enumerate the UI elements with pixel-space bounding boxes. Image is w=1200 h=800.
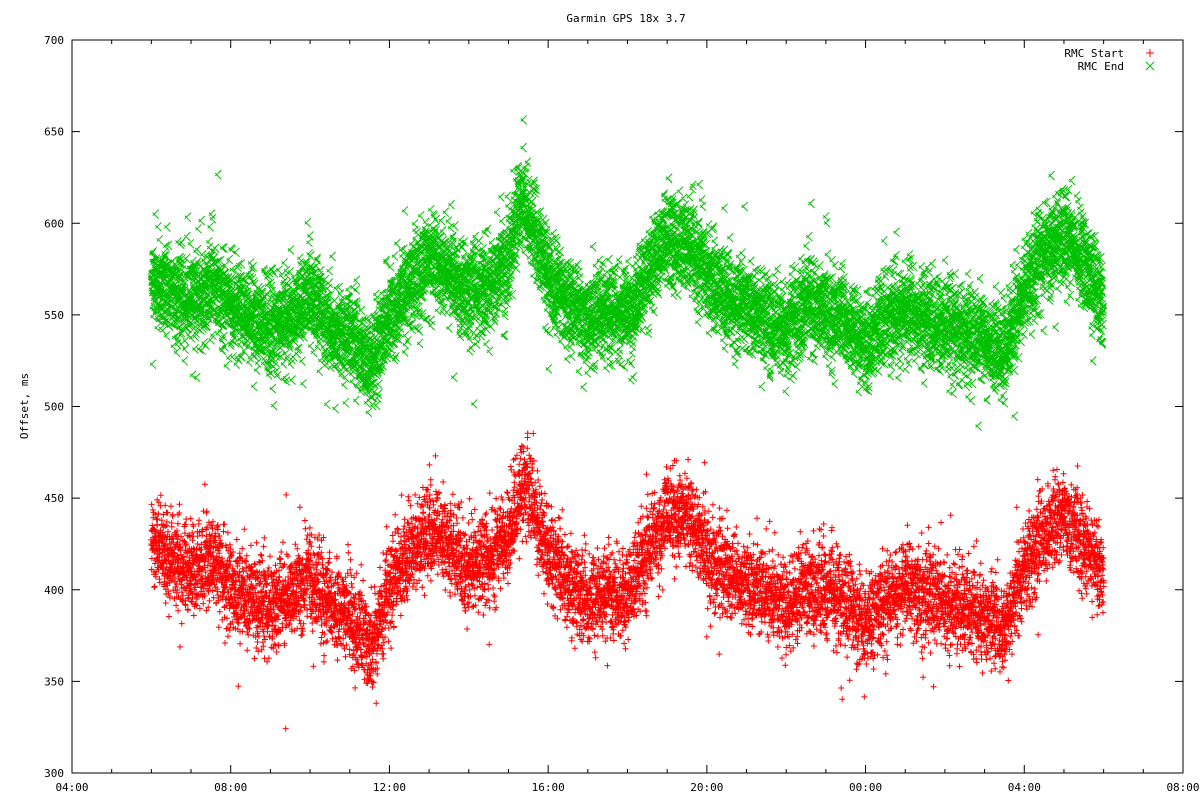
- y-tick-label: 650: [44, 126, 64, 139]
- x-tick-label: 20:00: [690, 781, 723, 794]
- y-tick-label: 700: [44, 34, 64, 47]
- x-tick-label: 04:00: [1008, 781, 1041, 794]
- plot-frame: [71, 39, 1184, 774]
- chart-title: Garmin GPS 18x 3.7: [566, 12, 685, 25]
- y-tick-label: 550: [44, 309, 64, 322]
- legend-label-rmc-start: RMC Start: [1064, 47, 1124, 60]
- y-tick-label: 600: [44, 217, 64, 230]
- series-rmc-start: [148, 430, 1107, 732]
- scatter-cloud: [147, 115, 1107, 431]
- x-tick-label: 08:00: [1166, 781, 1199, 794]
- y-tick-label: 400: [44, 584, 64, 597]
- scatter-cloud: [148, 430, 1107, 732]
- axis-ticks: 300 350 400 450 500 550 600 650 700 04:00 08:00 12:…: [44, 34, 1199, 794]
- y-tick-label: 350: [44, 675, 64, 688]
- legend: RMC Start RMC End: [1064, 47, 1155, 73]
- y-tick-label: 300: [44, 767, 64, 780]
- data-marks: [147, 115, 1107, 732]
- x-tick-label: 08:00: [214, 781, 247, 794]
- x-tick-label: 00:00: [849, 781, 882, 794]
- x-tick-label: 16:00: [532, 781, 565, 794]
- x-tick-label: 04:00: [55, 781, 88, 794]
- legend-marker-rmc-end: [1145, 61, 1155, 71]
- legend-marker-rmc-start: [1146, 49, 1154, 57]
- legend-label-rmc-end: RMC End: [1078, 60, 1124, 73]
- y-tick-label: 500: [44, 401, 64, 414]
- x-tick-label: 12:00: [373, 781, 406, 794]
- y-tick-label: 450: [44, 492, 64, 505]
- y-axis-label: Offset, ms: [18, 373, 31, 439]
- series-rmc-end: [147, 115, 1107, 431]
